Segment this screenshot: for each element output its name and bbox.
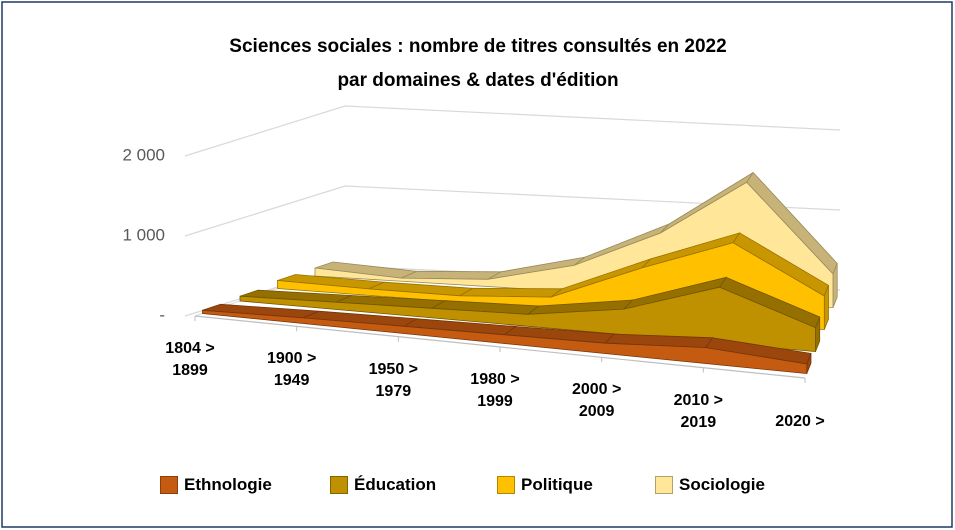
legend-swatch — [160, 476, 178, 494]
legend-label: Éducation — [354, 475, 437, 494]
legend-item: Éducation — [330, 475, 436, 495]
x-tick-label: 1950 > 1979 — [368, 360, 419, 400]
x-tick-label: 2010 > 2019 — [673, 391, 724, 431]
legend-label: Ethnologie — [184, 475, 272, 494]
area — [239, 286, 816, 353]
grid-line — [184, 105, 841, 157]
area — [202, 309, 808, 375]
x-tick-label: 1980 > 1999 — [470, 371, 520, 410]
chart-title: Sciences sociales : nombre de titres con… — [229, 36, 726, 57]
grid-line — [184, 185, 841, 237]
legend-label: Politique — [521, 475, 593, 494]
y-tick-label: 2 000 — [122, 145, 165, 164]
y-tick-label: - — [159, 305, 165, 324]
legend-label: Sociologie — [679, 475, 765, 494]
x-tick-label: 1900 > 1949 — [266, 350, 317, 390]
legend-item: Ethnologie — [160, 475, 272, 495]
legend-item: Politique — [497, 475, 593, 495]
x-tick-label: 1804 > 1899 — [165, 340, 215, 379]
legend-swatch — [497, 476, 515, 494]
legend-swatch — [655, 476, 673, 494]
chart-subtitle: par domaines & dates d'édition — [337, 70, 618, 91]
legend-item: Sociologie — [655, 475, 765, 495]
x-tick-label: 2000 > 2009 — [571, 381, 622, 421]
y-tick-label: 1 000 — [122, 225, 165, 244]
x-tick-label: 2020 > — [775, 413, 825, 430]
legend-swatch — [330, 476, 348, 494]
